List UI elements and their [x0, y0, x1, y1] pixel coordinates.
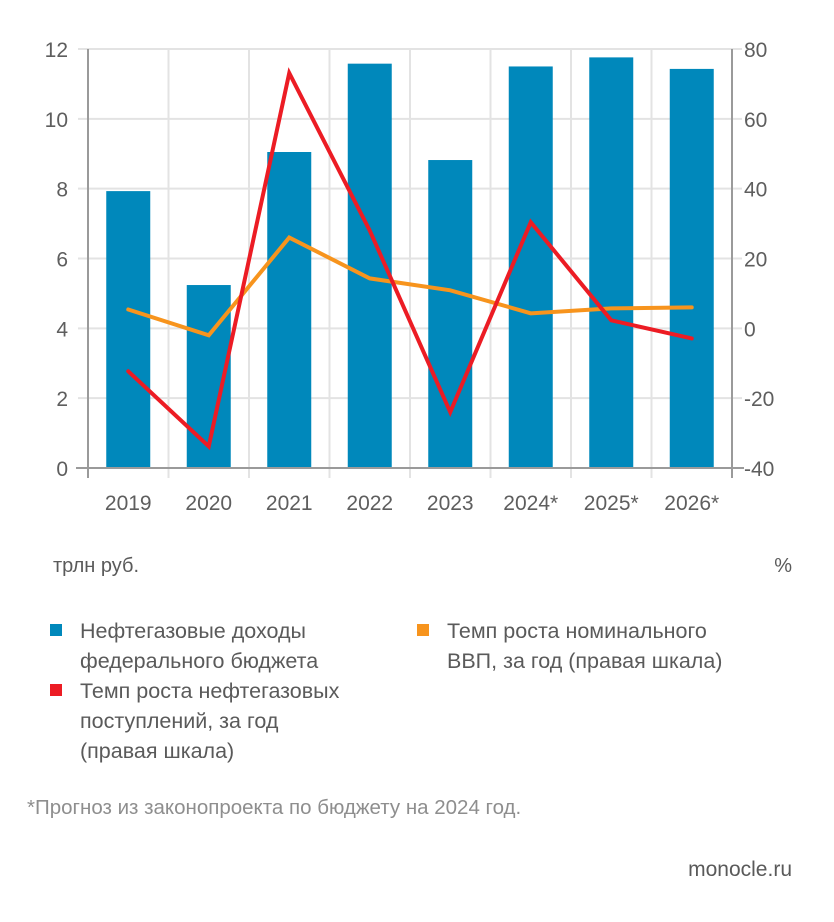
bar-2019 — [106, 191, 151, 468]
x-tick-label: 2026* — [664, 492, 719, 515]
axes — [76, 49, 744, 478]
right-tick-label: 20 — [744, 249, 767, 272]
line-gdp-growth — [126, 235, 694, 338]
legend-label: Нефтегазовые доходы федерального бюджета — [80, 616, 318, 676]
lines — [126, 67, 694, 451]
right-tick-label: 0 — [744, 318, 756, 341]
x-tick-label: 2025* — [584, 492, 639, 515]
legend-label-line: федерального бюджета — [80, 649, 319, 673]
legend-item-gdp-growth: Темп роста номинального ВВП, за год (пра… — [417, 616, 797, 676]
footnote: *Прогноз из законопроекта по бюджету на … — [27, 796, 522, 819]
legend-label-line: Темп роста номинального — [447, 619, 707, 643]
legend-label: Темп роста номинального ВВП, за год (пра… — [447, 616, 722, 676]
legend-label-line: Нефтегазовые доходы — [80, 619, 306, 643]
x-tick-label: 2022 — [346, 492, 393, 515]
legend-item-oil-gas-revenue: Нефтегазовые доходы федерального бюджета — [50, 616, 370, 676]
x-tick-label: 2021 — [266, 492, 313, 515]
source-credit: monocle.ru — [688, 858, 792, 881]
left-tick-label: 12 — [45, 39, 68, 62]
bar-2026* — [669, 68, 714, 468]
legend-swatch-blue — [50, 624, 62, 636]
chart: 0 2 4 6 8 10 12 -40 -20 0 20 40 60 80 2019 2020 2021 2022… — [45, 39, 775, 515]
left-tick-label: 6 — [56, 249, 68, 272]
bar-2023 — [428, 160, 473, 468]
left-tick-label: 10 — [45, 109, 68, 132]
left-tick-label: 2 — [56, 388, 68, 411]
legend-item-oil-gas-growth: Темп роста нефтегазовых поступлений, за … — [50, 676, 390, 766]
line-oil-gas-growth — [126, 67, 694, 451]
left-tick-label: 4 — [56, 318, 68, 341]
legend-label: Темп роста нефтегазовых поступлений, за … — [80, 676, 339, 766]
bar-2021 — [267, 152, 312, 469]
right-tick-label: -20 — [744, 388, 774, 411]
right-tick-label: 60 — [744, 109, 767, 132]
legend-label-line: (правая шкала) — [80, 739, 235, 763]
legend-label-line: ВВП, за год (правая шкала) — [447, 649, 723, 673]
right-tick-label: 40 — [744, 179, 767, 202]
left-axis-unit: трлн руб. — [53, 555, 140, 577]
legend-label-line: Темп роста нефтегазовых — [80, 679, 340, 703]
grid — [78, 48, 742, 478]
bar-2024* — [508, 66, 553, 468]
x-tick-label: 2019 — [105, 492, 152, 515]
tick-labels: 0 2 4 6 8 10 12 -40 -20 0 20 40 60 80 2019 2020 2021 2022… — [45, 39, 775, 515]
right-tick-label: -40 — [744, 458, 774, 481]
x-tick-label: 2023 — [427, 492, 474, 515]
bar-2025* — [589, 57, 634, 468]
left-tick-label: 8 — [56, 179, 68, 202]
right-tick-label: 80 — [744, 39, 767, 62]
left-tick-label: 0 — [56, 458, 68, 481]
legend-swatch-red — [50, 684, 62, 696]
legend-label-line: поступлений, за год — [80, 709, 279, 733]
right-axis-unit: % — [774, 555, 792, 577]
x-tick-label: 2020 — [185, 492, 232, 515]
legend-swatch-orange — [417, 624, 429, 636]
x-tick-label: 2024* — [503, 492, 558, 515]
